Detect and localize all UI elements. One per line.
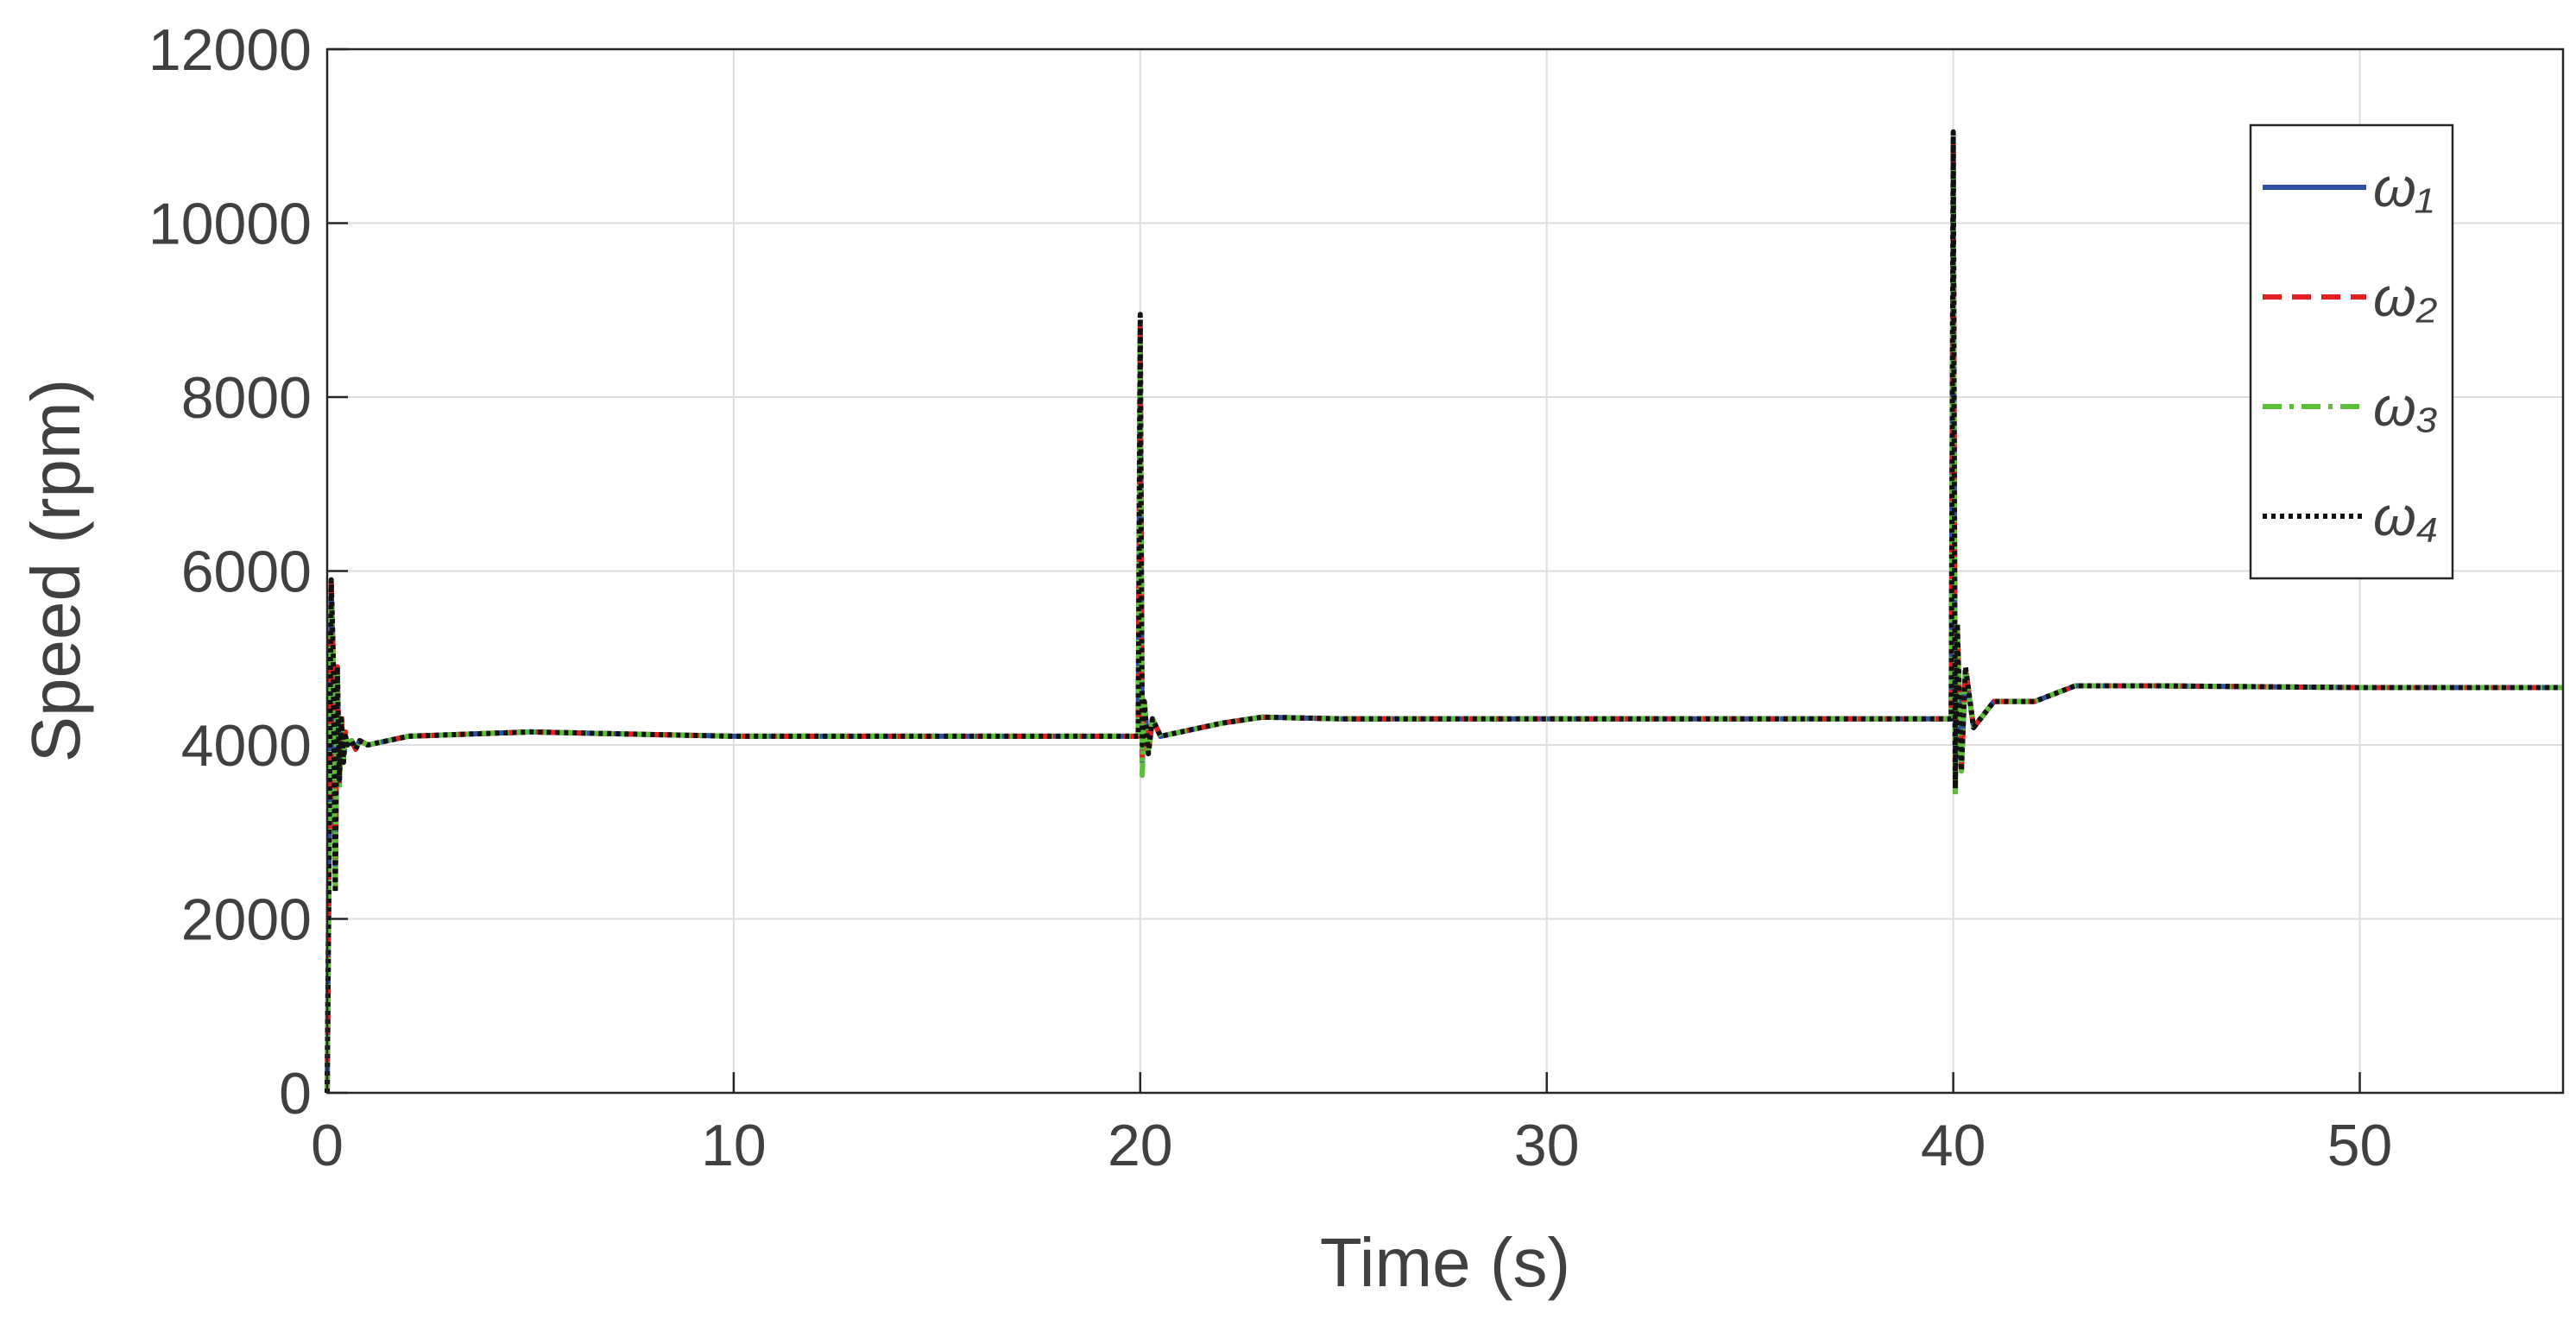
y-tick-label: 2000 bbox=[181, 887, 312, 953]
legend-label: ω₄ bbox=[2373, 485, 2439, 547]
series-line bbox=[325, 129, 2563, 1094]
x-tick-label: 20 bbox=[1108, 1113, 1173, 1178]
y-tick-label: 12000 bbox=[148, 17, 312, 83]
x-tick-label: 0 bbox=[311, 1113, 344, 1178]
legend-label: ω₃ bbox=[2373, 376, 2438, 438]
y-tick-label: 10000 bbox=[148, 192, 312, 257]
y-tick-label: 8000 bbox=[181, 365, 312, 431]
x-tick-label: 30 bbox=[1514, 1113, 1580, 1178]
legend-label: ω₁ bbox=[2373, 156, 2434, 218]
x-tick-label: 50 bbox=[2327, 1113, 2393, 1178]
legend-label: ω₂ bbox=[2373, 266, 2437, 328]
y-axis-label: Speed (rpm) bbox=[17, 379, 94, 763]
plot-frame bbox=[325, 47, 2565, 1095]
x-tick-label: 40 bbox=[1921, 1113, 1986, 1178]
y-tick-label: 6000 bbox=[181, 540, 312, 605]
y-tick-label: 4000 bbox=[181, 713, 312, 779]
y-tick-label: 0 bbox=[279, 1061, 312, 1127]
x-tick-label: 10 bbox=[701, 1113, 767, 1178]
x-axis-label: Time (s) bbox=[1320, 1224, 1570, 1301]
legend-box bbox=[2249, 123, 2454, 580]
